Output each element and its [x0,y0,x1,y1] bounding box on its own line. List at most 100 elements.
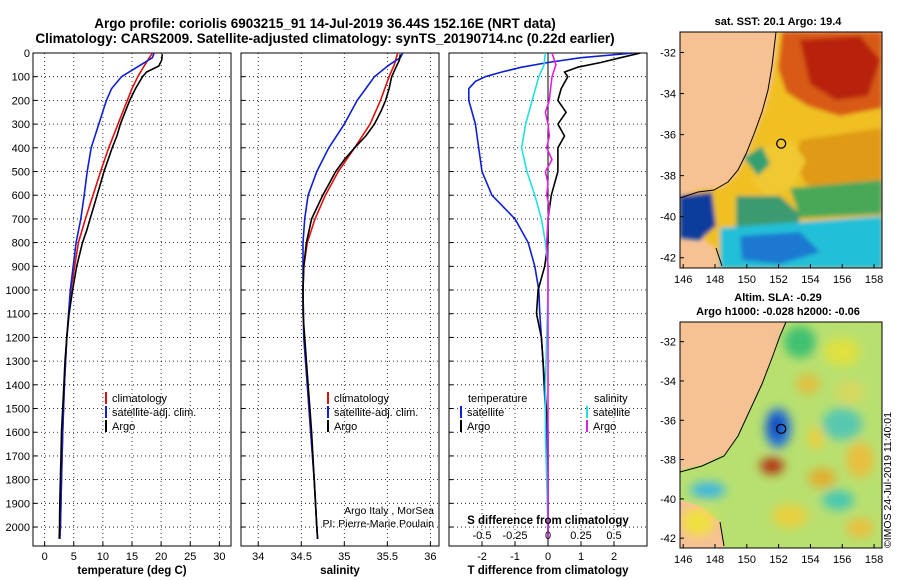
sla-lon-tick-label: 154 [801,554,819,566]
depth-tick-label: 300 [12,119,30,131]
depth-tick-label: 1700 [6,451,30,463]
depth-tick-label: 1800 [6,475,30,487]
salinity-legend: climatology satellite-adj. clim. Argo Ar… [323,392,435,530]
legend-label-argo: Argo [112,421,135,433]
sla-lon-tick-label: 146 [674,554,692,566]
sst-island-coast [715,247,723,267]
difference-top-x-label: S difference from climatology [467,515,629,527]
depth-tick-label: 1200 [6,332,30,344]
depth-tick-label: 100 [12,72,30,84]
legend-label-climatology: climatology [112,393,168,405]
depth-tick-label: 600 [12,190,30,202]
depth-tick-label: 800 [12,238,30,250]
sst-map-ticks: 146 148 150 152 154 156 158 -32 -34 -36 -38 -40 -42 [660,48,883,286]
legend-label-s-argo: Argo [593,421,616,433]
sst-lon-tick-label: 156 [833,274,851,286]
difference-series-salinity-satellite [520,53,549,539]
legend-heading-salinity: salinity [594,393,628,405]
salinity-xtick-label: 36 [424,551,436,563]
legend-heading-temperature: temperature [468,393,527,405]
sla-map-ticks: 146 148 150 152 154 156 158 -32 -34 -36 -38 -40 -42 [660,337,883,566]
sst-lat-tick-label: -42 [660,253,676,265]
depth-tick-label: 200 [12,95,30,107]
difference-x-label: T difference from climatology [467,565,629,577]
temperature-series [58,53,164,539]
salinity-series-satellite-adj-clim- [302,53,404,539]
depth-tick-label: 2000 [6,522,30,534]
sla-lat-tick-label: -34 [660,376,676,388]
imos-stamp: ©IMOS 24-Jul-2019 11:40:01 [882,412,894,548]
temperature-xtick-label: 15 [126,551,138,563]
depth-tick-label: 1100 [6,309,30,321]
depth-tick-label: 900 [12,261,30,273]
legend-label-s-satellite: satellite [593,407,630,419]
legend-label-t-argo: Argo [467,421,490,433]
difference-xtick-label: -2 [477,551,487,563]
sst-argo-marker [776,138,787,149]
sst-lat-tick-label: -38 [660,171,676,183]
legend-label-climatology: climatology [334,393,390,405]
sst-field [680,32,882,268]
difference-xtick-label: 2 [611,551,617,563]
difference-legend-temperature: temperature satellite Argo [460,393,527,433]
depth-tick-label: 1300 [6,356,30,368]
difference-top-xtick-label: -0.5 [473,530,492,542]
salinity-xtick-label: 34.5 [291,551,312,563]
depth-tick-label: 1400 [6,380,30,392]
sst-lon-tick-label: 158 [865,274,883,286]
legend-label-satellite: satellite-adj. clim. [334,407,418,419]
sla-coastline [680,322,787,473]
legend-label-argo: Argo [334,421,357,433]
sla-lat-tick-label: -40 [660,494,676,506]
difference-top-xtick-label: -0.25 [502,530,527,542]
salinity-xtick-label: 34 [252,551,264,563]
difference-series [467,53,641,539]
sla-argo-marker [776,423,787,435]
sst-lon-tick-label: 150 [738,274,756,286]
temperature-xtick-label: 0 [42,551,48,563]
sla-map-title-2: Argo h1000: -0.028 h2000: -0.06 [696,306,860,318]
temperature-series-satellite-adj-clim- [59,53,155,539]
difference-top-xtick-label: 0.25 [570,530,591,542]
sla-lon-tick-label: 156 [833,554,851,566]
credit-line-1: Argo Italy , MorSea [344,505,434,517]
depth-tick-label: 0 [24,48,30,60]
difference-legend-salinity: salinity satellite Argo [586,393,630,433]
sla-lat-tick-label: -38 [660,455,676,467]
header-line-2: Climatology: CARS2009. Satellite-adjuste… [35,31,614,46]
temperature-legend: climatology satellite-adj. clim. Argo [105,392,196,433]
sst-map-title: sat. SST: 20.1 Argo: 19.4 [715,16,843,28]
depth-tick-label: 1000 [6,285,30,297]
temperature-xtick-label: 25 [184,551,196,563]
salinity-series [302,53,404,539]
difference-xtick-label: -1 [510,551,520,563]
sst-map [680,32,882,268]
salinity-xtick-label: 35 [338,551,350,563]
depth-tick-label: 500 [12,167,30,179]
salinity-panel-frame [240,52,440,547]
depth-tick-label: 400 [12,143,30,155]
sst-lat-tick-label: -40 [660,212,676,224]
sst-lat-tick-label: -32 [660,48,676,60]
difference-series-salinity-argo [544,53,557,539]
temperature-series-argo [58,54,164,539]
temperature-xtick-label: 10 [97,551,109,563]
axis-ticks: 0 5 10 15 20 25 300100200300400500600700800900… [6,48,622,563]
difference-top-xtick-label: 0.5 [606,530,621,542]
difference-xtick-label: 1 [578,551,584,563]
depth-tick-label: 1900 [6,498,30,510]
temperature-x-label: temperature (deg C) [77,565,186,577]
sla-lat-tick-label: -42 [660,533,676,545]
sla-island-coast [719,521,725,547]
sst-lon-tick-label: 152 [769,274,787,286]
legend-label-t-satellite: satellite [467,407,504,419]
depth-tick-label: 700 [12,214,30,226]
depth-tick-label: 1500 [6,404,30,416]
header-line-1: Argo profile: coriolis 6903215_91 14-Jul… [94,16,555,31]
sla-map [680,322,882,548]
sla-lon-tick-label: 158 [865,554,883,566]
credit-line-2: PI: Pierre-Marie Poulain [323,518,435,530]
temperature-panel-frame [32,52,232,547]
depth-tick-label: 1600 [6,427,30,439]
salinity-xtick-label: 35.5 [377,551,398,563]
